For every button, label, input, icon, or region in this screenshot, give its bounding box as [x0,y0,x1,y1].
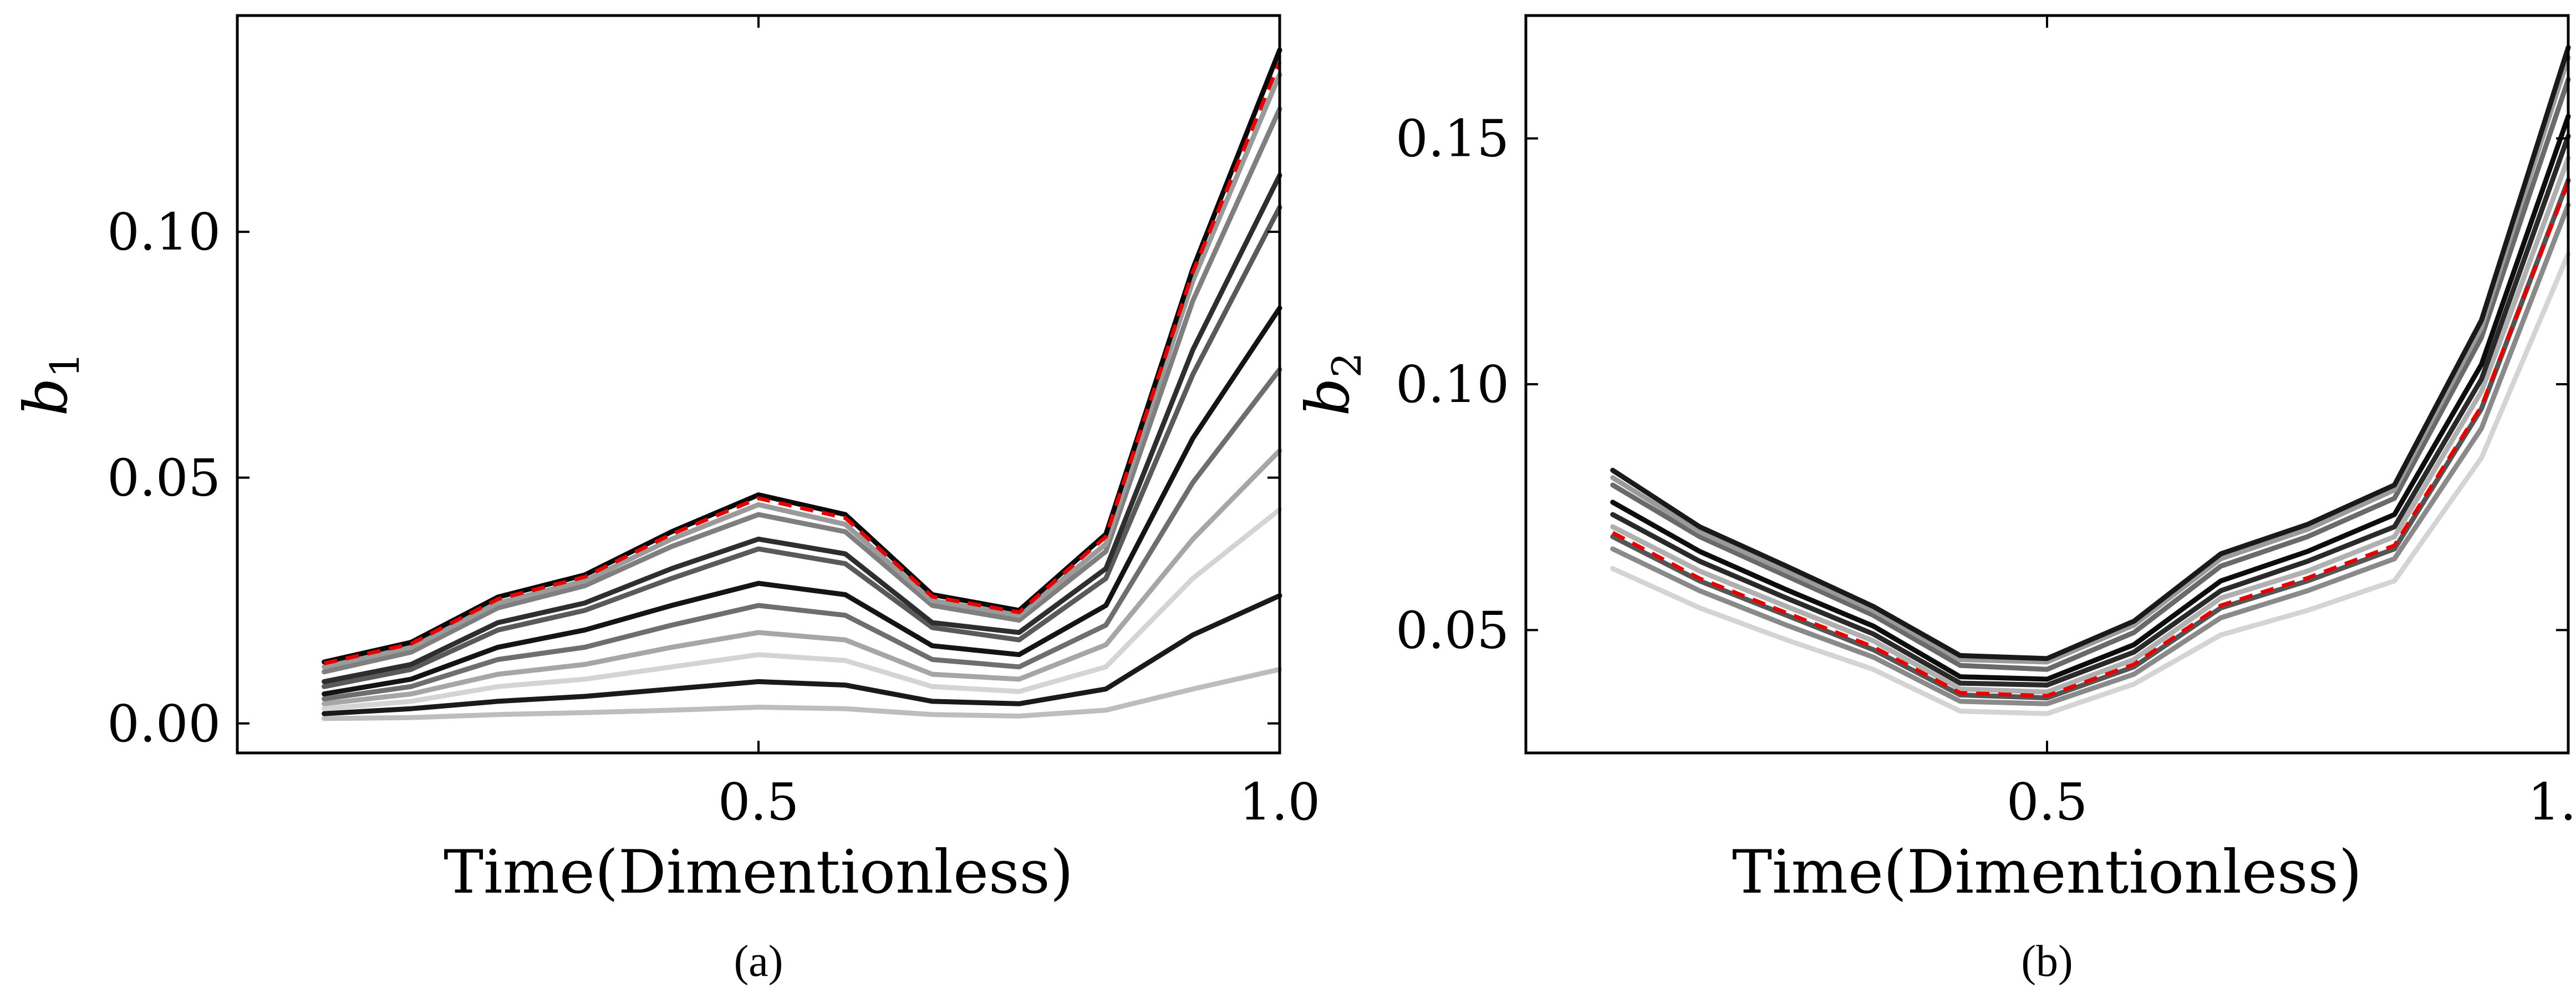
x-tick-label-a-1: 1.0 [1239,772,1320,832]
y-tick-label-b-2: 0.15 [1396,109,1509,169]
panel-label-b: (b) [2021,937,2073,986]
y-tick-label-b-0: 0.05 [1396,600,1509,660]
ticks-b [1526,16,2569,753]
series-line-b-s5 [1610,133,2571,688]
series-line-a-s6 [322,305,1282,697]
tick-labels-b: 0.5 1.0 0.05 0.10 0.15 [1396,109,2576,832]
series-line-b-s6 [1610,114,2571,682]
y-tick-label-a-2: 0.10 [107,202,221,262]
y-axis-label-a: b1 [12,353,88,416]
y-axis-label-b-sub: 2 [1323,353,1370,378]
series-line-a-s8 [322,172,1282,684]
chart-panel-b: 0.5 1.0 0.05 0.10 0.15 Time(Dimentionless) b… [1294,14,2576,986]
plot-area-b [1610,45,2571,716]
series-line-a-s2 [322,593,1282,716]
y-axis-label-b: b2 [1294,353,1370,416]
x-tick-label-b-0: 0.5 [2007,772,2088,832]
series-line-a-s11 [322,47,1282,665]
y-tick-label-a-0: 0.00 [107,694,221,753]
x-axis-label-a: Time(Dimentionless) [444,838,1073,907]
plot-area-a [322,47,1282,721]
x-tick-label-a-0: 0.5 [718,772,799,832]
series-line-a-s9 [322,106,1282,675]
series-line-a-reference [323,61,1282,666]
series-line-a-s1 [322,666,1282,721]
series-line-a-s5 [322,366,1282,701]
series-line-b-s4 [1610,155,2571,695]
series-line-b-reference [1611,182,2570,698]
series-line-a-s4 [322,448,1282,706]
series-line-a-s3 [322,507,1282,711]
series-line-b-s1 [1610,251,2571,716]
chart-panel-a: 0.5 1.0 0.00 0.05 0.10 Time(Dimentionless) b… [12,14,1320,986]
y-axis-label-a-main: b [12,378,81,416]
series-line-a-s7 [322,205,1282,689]
x-axis-label-b: Time(Dimentionless) [1732,838,2362,907]
y-axis-label-b-main: b [1294,378,1363,416]
panel-label-a: (a) [734,937,783,986]
y-tick-label-a-1: 0.05 [107,448,221,507]
y-axis-label-a-sub: 1 [42,353,88,378]
y-tick-label-b-1: 0.10 [1396,355,1509,414]
tick-labels-a: 0.5 1.0 0.00 0.05 0.10 [107,202,1320,832]
series-line-b-s9 [1610,45,2571,661]
x-tick-label-b-1: 1.0 [2528,772,2576,832]
series-line-a-s10 [322,72,1282,670]
series-line-b-s2 [1610,202,2571,706]
ticks-a [237,16,1281,753]
series-line-b-s7 [1610,77,2571,672]
